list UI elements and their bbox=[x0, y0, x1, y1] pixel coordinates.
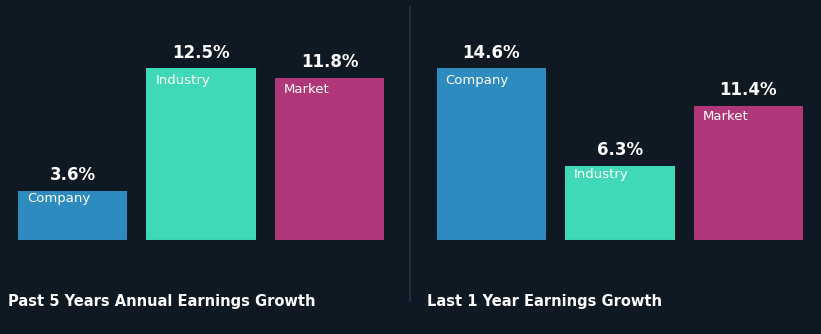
Text: Industry: Industry bbox=[155, 73, 210, 87]
Text: 11.8%: 11.8% bbox=[301, 53, 359, 71]
Text: Market: Market bbox=[284, 83, 330, 96]
Bar bbox=[275, 78, 384, 240]
Bar bbox=[146, 68, 256, 240]
Text: 11.4%: 11.4% bbox=[720, 81, 777, 99]
Text: Past 5 Years Annual Earnings Growth: Past 5 Years Annual Earnings Growth bbox=[8, 294, 316, 309]
Text: Company: Company bbox=[27, 192, 90, 205]
Bar bbox=[694, 106, 803, 240]
Text: 6.3%: 6.3% bbox=[597, 141, 643, 159]
Bar bbox=[437, 68, 546, 240]
Text: 3.6%: 3.6% bbox=[49, 166, 95, 184]
Text: 12.5%: 12.5% bbox=[172, 43, 230, 61]
Text: 14.6%: 14.6% bbox=[462, 43, 520, 61]
Text: Market: Market bbox=[703, 110, 749, 123]
Bar bbox=[565, 166, 675, 240]
Text: Last 1 Year Earnings Growth: Last 1 Year Earnings Growth bbox=[427, 294, 662, 309]
Text: Industry: Industry bbox=[574, 168, 629, 181]
Bar bbox=[18, 191, 127, 240]
Text: Company: Company bbox=[446, 73, 509, 87]
